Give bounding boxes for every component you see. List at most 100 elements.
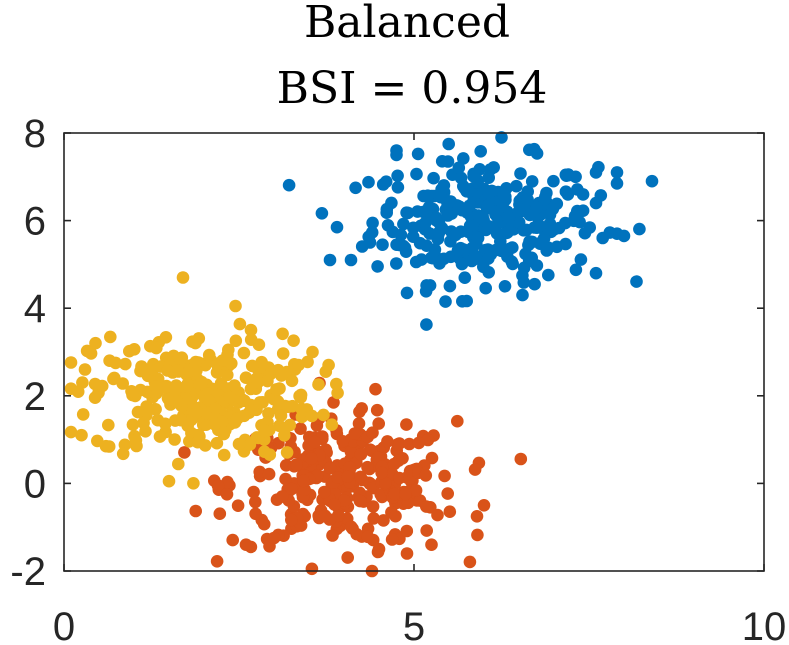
point-cluster-3	[222, 343, 235, 357]
point-cluster-1	[501, 226, 514, 239]
point-cluster-1	[462, 184, 476, 198]
point-cluster-3	[116, 377, 129, 390]
point-cluster-3	[306, 345, 319, 359]
point-cluster-1	[467, 170, 480, 183]
point-cluster-1	[569, 263, 583, 277]
point-cluster-3	[89, 336, 102, 350]
point-cluster-1	[547, 174, 560, 188]
point-cluster-2	[420, 524, 434, 537]
point-cluster-1	[542, 268, 555, 282]
point-cluster-3	[189, 355, 202, 369]
point-cluster-1	[633, 222, 646, 236]
point-cluster-3	[128, 343, 141, 356]
point-cluster-2	[389, 509, 402, 523]
point-cluster-1	[458, 271, 472, 285]
point-cluster-2	[249, 495, 262, 509]
point-cluster-1	[497, 188, 510, 201]
point-cluster-2	[419, 469, 433, 482]
point-cluster-1	[401, 206, 415, 220]
point-cluster-3	[78, 363, 92, 376]
point-cluster-3	[129, 434, 143, 447]
point-cluster-2	[399, 487, 412, 501]
point-cluster-2	[318, 485, 331, 499]
point-cluster-2	[385, 533, 399, 546]
point-cluster-1	[437, 179, 451, 192]
point-cluster-3	[187, 477, 200, 490]
point-cluster-2	[210, 555, 224, 568]
point-cluster-3	[245, 359, 259, 373]
point-cluster-1	[400, 286, 414, 300]
point-cluster-3	[99, 439, 113, 453]
point-cluster-1	[437, 252, 451, 266]
point-cluster-2	[344, 520, 358, 534]
point-cluster-3	[104, 330, 117, 344]
point-cluster-3	[199, 439, 212, 452]
point-cluster-3	[229, 334, 243, 348]
point-cluster-1	[423, 279, 437, 292]
point-cluster-1	[344, 253, 358, 267]
point-cluster-1	[474, 145, 488, 158]
point-cluster-1	[533, 219, 547, 233]
point-cluster-3	[80, 344, 94, 358]
point-cluster-1	[406, 230, 420, 243]
point-cluster-1	[427, 171, 440, 185]
point-cluster-1	[454, 225, 468, 238]
point-cluster-2	[338, 494, 351, 507]
point-cluster-2	[361, 530, 375, 544]
point-cluster-2	[366, 500, 380, 513]
point-cluster-1	[363, 236, 377, 249]
point-cluster-2	[239, 538, 253, 551]
point-cluster-1	[451, 244, 465, 257]
point-cluster-2	[343, 461, 356, 474]
point-cluster-2	[354, 448, 368, 461]
point-cluster-1	[455, 257, 469, 271]
point-cluster-1	[391, 169, 404, 183]
point-cluster-1	[441, 155, 455, 168]
point-cluster-2	[468, 463, 482, 476]
point-cluster-2	[336, 435, 350, 448]
point-cluster-3	[149, 403, 162, 416]
point-cluster-3	[170, 395, 184, 409]
point-cluster-1	[456, 295, 469, 308]
point-cluster-1	[469, 249, 482, 263]
point-cluster-3	[168, 433, 181, 446]
point-cluster-1	[441, 209, 455, 222]
point-cluster-3	[174, 413, 188, 427]
point-cluster-2	[297, 474, 310, 488]
point-cluster-2	[285, 482, 299, 496]
point-cluster-2	[379, 476, 392, 490]
point-cluster-3	[116, 447, 130, 461]
point-cluster-1	[517, 224, 530, 237]
point-cluster-2	[323, 461, 337, 475]
point-cluster-1	[514, 167, 527, 180]
point-cluster-2	[375, 466, 388, 480]
point-cluster-3	[251, 376, 264, 389]
point-cluster-1	[452, 161, 466, 175]
point-cluster-1	[589, 196, 603, 210]
point-cluster-2	[391, 438, 404, 451]
point-cluster-1	[610, 177, 624, 190]
point-cluster-1	[365, 226, 379, 239]
point-cluster-1	[434, 190, 448, 204]
point-cluster-1	[610, 166, 624, 179]
point-cluster-2	[463, 555, 477, 569]
point-cluster-3	[228, 379, 241, 392]
point-cluster-3	[126, 418, 140, 432]
point-cluster-2	[326, 529, 339, 542]
point-cluster-3	[190, 405, 204, 419]
point-cluster-1	[542, 241, 555, 254]
point-cluster-3	[210, 436, 224, 450]
point-cluster-2	[381, 435, 394, 448]
point-cluster-1	[495, 244, 508, 258]
point-cluster-2	[443, 505, 457, 518]
point-cluster-3	[243, 438, 257, 451]
point-cluster-1	[366, 216, 379, 230]
point-cluster-2	[348, 427, 362, 440]
point-cluster-3	[231, 412, 244, 425]
point-cluster-2	[304, 452, 318, 465]
point-cluster-2	[388, 487, 402, 501]
point-cluster-1	[371, 260, 384, 273]
point-cluster-2	[471, 528, 484, 542]
